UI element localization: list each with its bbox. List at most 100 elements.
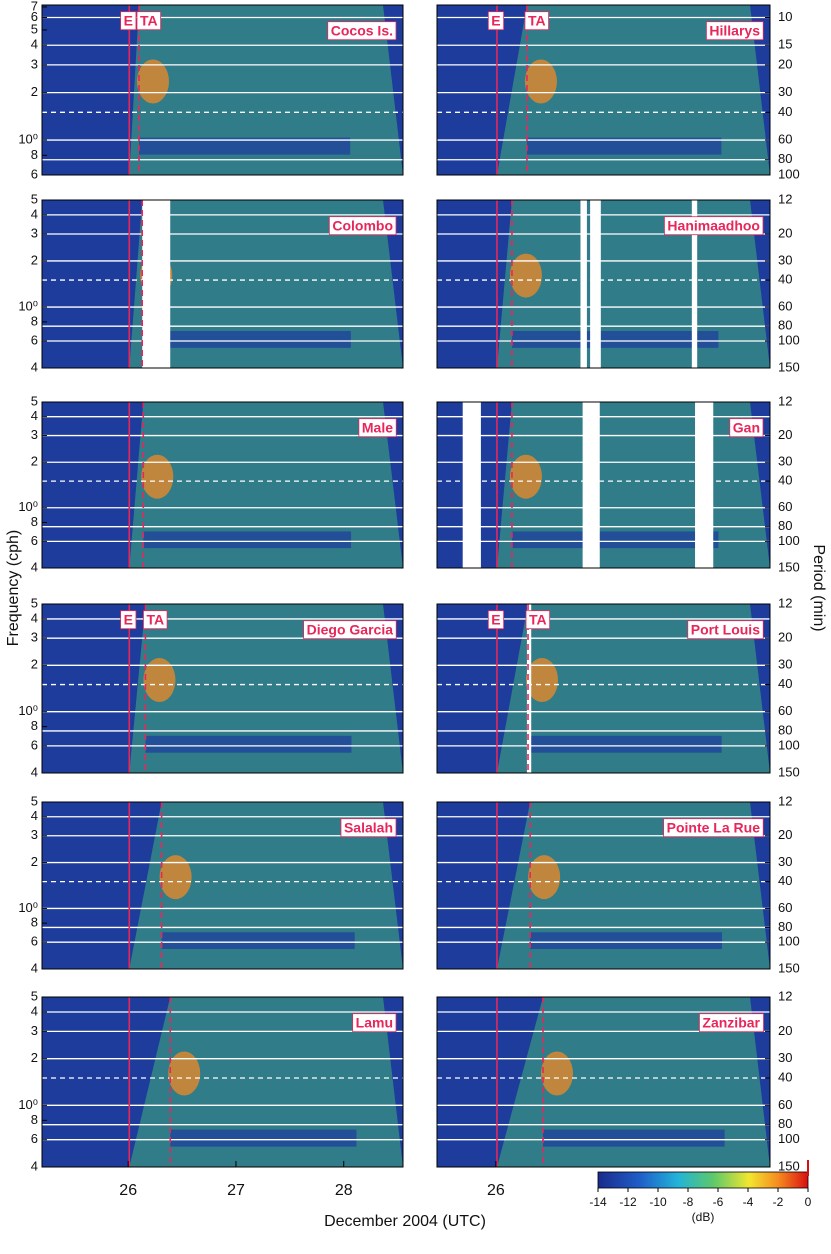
y2-tick-label: 30 xyxy=(778,657,792,672)
y-tick-label: 3 xyxy=(31,630,38,645)
panel-frame xyxy=(41,401,404,569)
data-gap xyxy=(580,200,587,368)
y-tick-label: 5 xyxy=(31,21,38,36)
y-tick-label: 10⁰ xyxy=(18,298,38,313)
label-box xyxy=(699,1013,764,1033)
colorbar-tick-label: 0 xyxy=(805,1195,812,1209)
spectral-energy xyxy=(541,1051,574,1096)
station-name: Zanzibar xyxy=(702,1015,760,1031)
y-tick-label: 10⁰ xyxy=(18,1097,38,1112)
y2-tick-label: 40 xyxy=(778,676,792,691)
label-box xyxy=(143,610,168,630)
data-gap xyxy=(582,402,600,568)
y-tick-label: 8 xyxy=(31,915,38,930)
panel-frame xyxy=(436,199,771,369)
y2-tick-label: 100 xyxy=(778,1131,800,1146)
spectral-energy xyxy=(168,1051,201,1096)
y2-tick-label: 100 xyxy=(778,166,800,181)
y-tick-label: 4 xyxy=(31,37,38,52)
panel xyxy=(41,4,404,176)
y-tick-label: 3 xyxy=(31,225,38,240)
panel xyxy=(41,996,404,1168)
y2-tick-label: 40 xyxy=(778,104,792,119)
y2-tick-label: 10 xyxy=(778,9,792,24)
y2-tick-label: 100 xyxy=(778,533,800,548)
spectral-energy xyxy=(526,658,559,703)
y-tick-label: 4 xyxy=(31,960,38,975)
event-label: E xyxy=(491,13,500,29)
spectral-energy xyxy=(136,59,169,104)
y2-tick-label: 12 xyxy=(778,988,792,1003)
station-name: Cocos Is. xyxy=(331,23,393,39)
y-tick-label: 10⁰ xyxy=(18,900,38,915)
label-box xyxy=(664,216,764,236)
station-name: Salalah xyxy=(344,820,393,836)
x-tick-label: 27 xyxy=(227,1182,245,1199)
data-gap xyxy=(590,200,601,368)
label-box xyxy=(327,21,397,41)
y2-tick-label: 60 xyxy=(778,298,792,313)
label-box xyxy=(525,610,551,630)
spectral-energy xyxy=(528,855,561,900)
y-tick-label: 2 xyxy=(31,84,38,99)
y2-tick-label: 12 xyxy=(778,595,792,610)
spectral-energy xyxy=(138,137,351,155)
data-gap xyxy=(462,402,481,568)
data-gap xyxy=(142,200,171,368)
spectral-energy xyxy=(511,531,719,549)
colorbar-tick-label: -12 xyxy=(619,1195,637,1209)
spectral-energy xyxy=(159,855,192,900)
y2-tick-label: 100 xyxy=(778,332,800,347)
panel-frame xyxy=(436,996,771,1168)
y-tick-label: 5 xyxy=(31,595,38,610)
y2-tick-label: 150 xyxy=(778,359,800,374)
y-tick-label: 8 xyxy=(31,147,38,162)
colorbar xyxy=(597,1171,809,1189)
y-tick-label: 2 xyxy=(31,252,38,267)
event-label: E xyxy=(491,612,500,628)
spectral-energy xyxy=(161,932,355,949)
panel-frame xyxy=(436,603,771,774)
y2-tick-label: 20 xyxy=(778,56,792,71)
y-tick-label: 8 xyxy=(31,718,38,733)
y2-tick-label: 12 xyxy=(778,191,792,206)
y2-tick-label: 40 xyxy=(778,473,792,488)
label-box xyxy=(487,11,505,31)
y2-tick-label: 15 xyxy=(778,37,792,52)
station-name: Hanimaadhoo xyxy=(667,218,760,234)
station-name: Diego Garcia xyxy=(307,622,394,638)
spectral-energy xyxy=(543,1129,725,1147)
y2-tick-label: 80 xyxy=(778,518,792,533)
colorbar-tick-label: -8 xyxy=(683,1195,694,1209)
y-axis-label: Frequency (cph) xyxy=(5,530,22,647)
panel xyxy=(436,401,771,569)
y2-tick-label: 30 xyxy=(778,454,792,469)
colorbar-tick-label: -2 xyxy=(773,1195,784,1209)
colorbar-tick-label: -14 xyxy=(589,1195,607,1209)
y-tick-label: 4 xyxy=(31,206,38,221)
colorbar-tick-label: -6 xyxy=(713,1195,724,1209)
y2-tick-label: 40 xyxy=(778,272,792,287)
label-box xyxy=(729,418,764,438)
y2-tick-label: 12 xyxy=(778,393,792,408)
x-tick-label: 26 xyxy=(119,1182,137,1199)
y-tick-label: 6 xyxy=(31,533,38,548)
label-box xyxy=(663,818,764,838)
spectral-energy xyxy=(142,331,351,348)
y2-tick-label: 60 xyxy=(778,900,792,915)
y2-tick-label: 80 xyxy=(778,919,792,934)
y-tick-label: 7 xyxy=(31,0,38,13)
y-tick-label: 5 xyxy=(31,393,38,408)
station-name: Lamu xyxy=(356,1015,393,1031)
panel-frame xyxy=(41,996,404,1168)
label-box xyxy=(120,11,137,31)
label-box xyxy=(524,11,549,31)
spectral-energy xyxy=(530,932,723,949)
panel-frame xyxy=(41,199,404,369)
x-axis-label: December 2004 (UTC) xyxy=(324,1213,486,1230)
y-tick-label: 3 xyxy=(31,56,38,71)
label-box xyxy=(340,818,397,838)
y2-tick-label: 150 xyxy=(778,764,800,779)
y2-tick-label: 150 xyxy=(778,960,800,975)
y2-tick-label: 60 xyxy=(778,499,792,514)
